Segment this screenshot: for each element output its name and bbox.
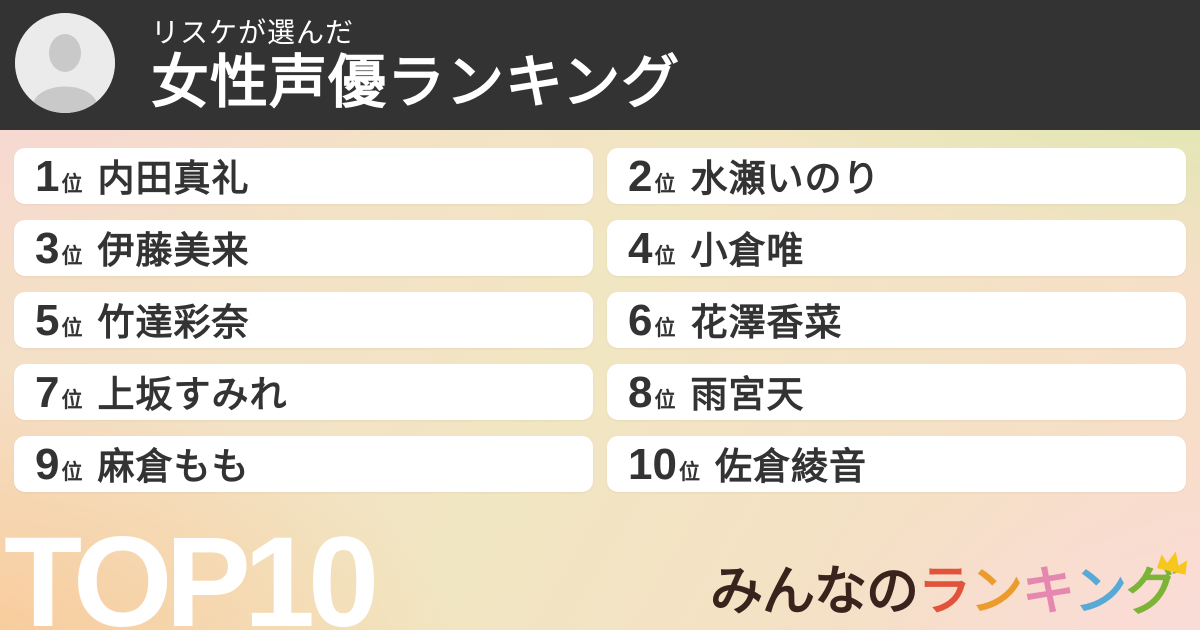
- rank-item[interactable]: 4位 小倉唯: [607, 220, 1186, 276]
- rank-name: 雨宮天: [690, 374, 805, 415]
- rank-number: 8: [628, 368, 653, 417]
- header-text: リスケが選んだ 女性声優ランキング: [151, 15, 680, 117]
- header: リスケが選んだ 女性声優ランキング: [0, 0, 1200, 130]
- rank-name: 水瀬いのり: [690, 158, 881, 199]
- logo-char: な: [814, 562, 867, 621]
- rank-suffix: 位: [654, 317, 676, 340]
- logo-char: ラ: [918, 562, 971, 621]
- logo-char: み: [710, 562, 763, 621]
- rank-item[interactable]: 10位 佐倉綾音: [607, 436, 1186, 492]
- rank-suffix: 位: [61, 245, 83, 268]
- rank-item[interactable]: 1位 内田真礼: [14, 148, 593, 204]
- avatar[interactable]: [15, 13, 115, 113]
- rank-number: 2: [628, 152, 653, 201]
- rank-item[interactable]: 2位 水瀬いのり: [607, 148, 1186, 204]
- rank-name: 内田真礼: [97, 158, 250, 199]
- rank-item[interactable]: 9位 麻倉もも: [14, 436, 593, 492]
- rank-suffix: 位: [654, 173, 676, 196]
- logo-char: グ: [1126, 551, 1188, 618]
- rank-name: 麻倉もも: [97, 446, 250, 487]
- rank-number: 9: [35, 440, 60, 489]
- logo-char: ん: [762, 562, 815, 621]
- logo-char: ン: [1074, 562, 1127, 621]
- rank-suffix: 位: [61, 461, 83, 484]
- rank-name: 花澤香菜: [690, 302, 843, 343]
- rank-number: 5: [35, 296, 60, 345]
- header-subtitle: リスケが選んだ: [151, 17, 355, 48]
- top10-label: TOP10: [4, 511, 379, 630]
- rank-suffix: 位: [61, 317, 83, 340]
- rank-name: 佐倉綾音: [714, 446, 867, 487]
- ranking-list: 1位 内田真礼 2位 水瀬いのり 3位 伊藤美来 4位 小倉唯 5位 竹達彩奈: [14, 148, 1186, 492]
- rank-item[interactable]: 6位 花澤香菜: [607, 292, 1186, 348]
- logo-char: ン: [970, 562, 1023, 621]
- rank-item[interactable]: 8位 雨宮天: [607, 364, 1186, 420]
- logo-char: の: [866, 562, 919, 621]
- rank-item[interactable]: 3位 伊藤美来: [14, 220, 593, 276]
- rank-item[interactable]: 7位 上坂すみれ: [14, 364, 593, 420]
- logo-char: キ: [1022, 562, 1075, 621]
- page-title: 女性声優ランキング: [151, 50, 681, 115]
- rank-number: 1: [35, 152, 60, 201]
- rank-suffix: 位: [678, 461, 700, 484]
- rank-item[interactable]: 5位 竹達彩奈: [14, 292, 593, 348]
- rank-number: 3: [35, 224, 60, 273]
- rank-number: 10: [628, 440, 677, 489]
- rank-name: 小倉唯: [690, 230, 805, 271]
- rank-suffix: 位: [654, 245, 676, 268]
- rank-suffix: 位: [654, 389, 676, 412]
- rank-suffix: 位: [61, 389, 83, 412]
- rank-suffix: 位: [61, 173, 83, 196]
- rank-number: 7: [35, 368, 60, 417]
- site-logo[interactable]: みんなのランキング: [710, 551, 1188, 621]
- rank-name: 竹達彩奈: [97, 302, 250, 343]
- rank-number: 4: [628, 224, 653, 273]
- person-icon: [15, 13, 115, 113]
- rank-name: 伊藤美来: [97, 230, 250, 271]
- rank-number: 6: [628, 296, 653, 345]
- crown-icon: [1156, 551, 1188, 575]
- rank-name: 上坂すみれ: [97, 374, 288, 415]
